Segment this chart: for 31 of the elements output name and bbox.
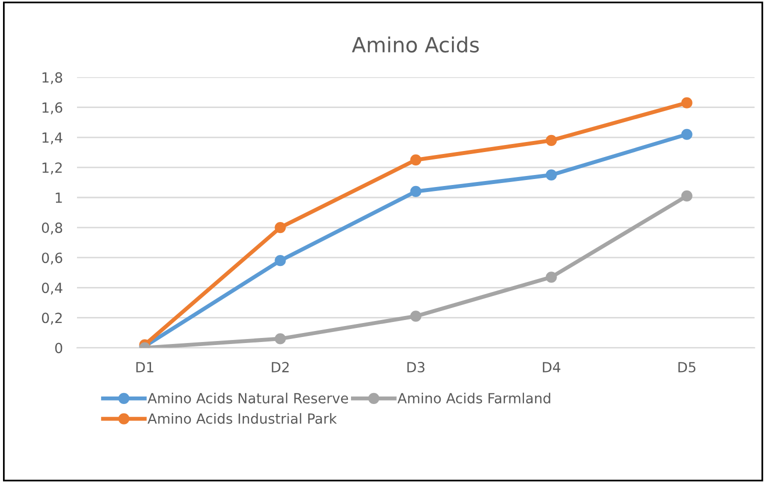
- point: [274, 222, 286, 234]
- legend-label: Amino Acids Industrial Park: [148, 413, 337, 424]
- x-tick-label: D1: [136, 362, 154, 372]
- point: [681, 190, 692, 202]
- x-tick-label: D2: [272, 362, 289, 372]
- y-tick-label: 1,8: [42, 72, 62, 84]
- y-tick-label: 1,6: [42, 102, 62, 114]
- point: [410, 186, 422, 198]
- y-tick-label: 0,2: [42, 312, 62, 325]
- point: [546, 134, 557, 146]
- y-tick-label: 1,2: [42, 162, 62, 174]
- x-tick-label: D4: [542, 362, 560, 372]
- legend-label: Amino Acids Natural Reserve: [148, 392, 348, 404]
- y-tick-label: 0,6: [42, 252, 62, 264]
- y-tick-label: 0: [55, 342, 62, 354]
- point: [546, 272, 557, 283]
- point: [410, 310, 422, 322]
- x-tick-label: D5: [678, 362, 696, 372]
- point: [681, 97, 692, 108]
- point: [546, 169, 557, 181]
- y-tick-label: 1,4: [42, 132, 62, 144]
- y-tick-label: 0,4: [42, 282, 62, 295]
- legend-label: Amino Acids Farmland: [398, 392, 550, 404]
- point: [274, 333, 286, 344]
- y-tick-label: 0,8: [42, 222, 62, 234]
- x-tick-label: D3: [407, 362, 424, 372]
- point: [274, 255, 286, 266]
- y-tick-label: 1: [56, 192, 62, 203]
- point: [681, 128, 692, 140]
- chart-title: Amino Acids: [352, 36, 479, 53]
- point: [410, 154, 422, 166]
